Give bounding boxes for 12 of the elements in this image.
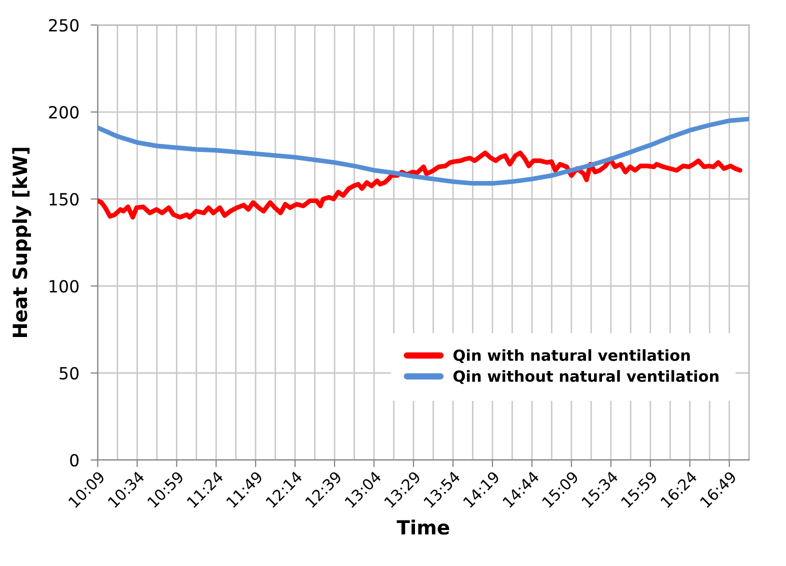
y-tick-label: 200 [49,106,79,119]
y-axis-title: Heat Supply [kW] [12,148,32,338]
legend-label: Qin without natural ventilation [453,370,718,384]
line-series [98,150,742,220]
y-tick-label: 250 [49,18,79,32]
line-series [98,116,750,186]
y-tick-label: 150 [50,192,79,206]
legend-label: Qin with natural ventilation [453,349,690,364]
y-tick-label: 50 [60,366,79,380]
y-tick-label: 100 [50,280,79,293]
x-axis-title: Time [396,520,450,535]
y-tick-label: 0 [70,454,79,467]
